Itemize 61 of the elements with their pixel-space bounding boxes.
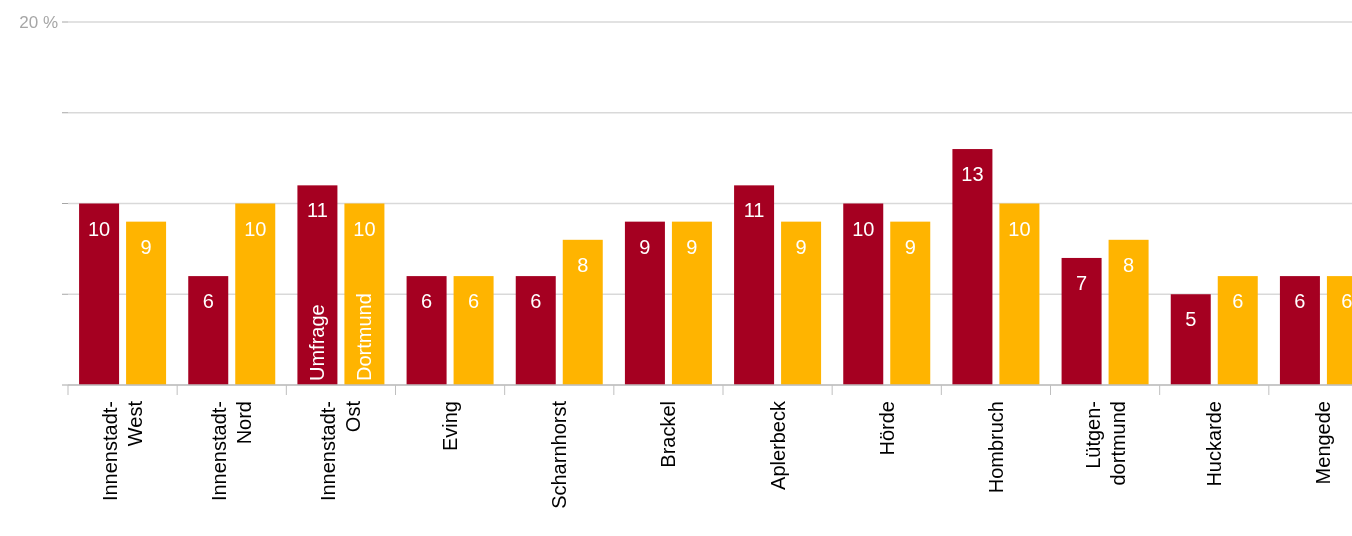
x-tick-label: Innenstadt- Nord [208,401,256,502]
bar [671,221,712,385]
data-label: 11 [743,199,765,222]
bar [453,276,494,385]
bar [79,203,120,385]
bar [235,203,276,385]
x-tick-label: Huckarde [1203,401,1226,487]
data-label: 9 [686,235,698,258]
data-label: 10 [852,217,875,240]
y-tick-label: 20 % [19,13,58,32]
bar [1279,276,1320,385]
data-label: 6 [202,290,214,313]
bar [126,221,167,385]
bar [1061,257,1102,385]
data-label: 9 [140,235,152,258]
bar [406,276,447,385]
x-tick-label: Brackel [657,401,680,468]
data-label: 5 [1185,308,1197,331]
x-tick-label: Hombruch [984,401,1007,494]
data-label: 6 [530,290,542,313]
bar [1217,276,1258,385]
data-label: 10 [87,217,111,240]
data-label: 9 [639,235,651,258]
data-label: 7 [1076,271,1088,294]
bar [952,149,993,385]
data-label: 6 [421,290,433,313]
x-tick-label: Innenstadt- West [99,400,147,502]
data-label: 11 [307,199,328,222]
data-label: 8 [1123,253,1135,276]
data-label: 9 [795,235,807,258]
data-label: 6 [1294,290,1306,313]
data-label: 10 [244,217,267,240]
data-label: 10 [353,217,376,240]
data-label: 6 [468,290,480,313]
data-label: 6 [1341,290,1352,313]
bar [734,185,775,385]
bar [188,276,229,385]
data-label: 10 [1008,217,1031,240]
bar [562,239,603,385]
bar [1108,239,1149,385]
data-label: 8 [577,253,589,276]
data-label: 9 [904,235,916,258]
x-tick-label: Scharnhorst [548,400,571,509]
bar [1170,294,1211,385]
data-label: 13 [961,163,984,186]
x-tick-label: Mengede [1312,401,1335,485]
bar [781,221,822,385]
bar [890,221,931,385]
bar [515,276,556,385]
bar [297,185,338,385]
x-tick-label: Aplerbeck [766,400,789,490]
bar [624,221,665,385]
bar [843,203,884,385]
x-tick-label: Eving [439,401,462,452]
data-label: 6 [1232,290,1244,313]
x-tick-label: Innenstadt- Ost [317,400,365,502]
x-tick-label: Lütgen- dortmund [1081,401,1129,486]
bar [999,203,1040,385]
series-label: Dortmund [353,293,376,381]
series-label: Umfrage [306,304,329,381]
x-tick-label: Hörde [875,401,898,456]
